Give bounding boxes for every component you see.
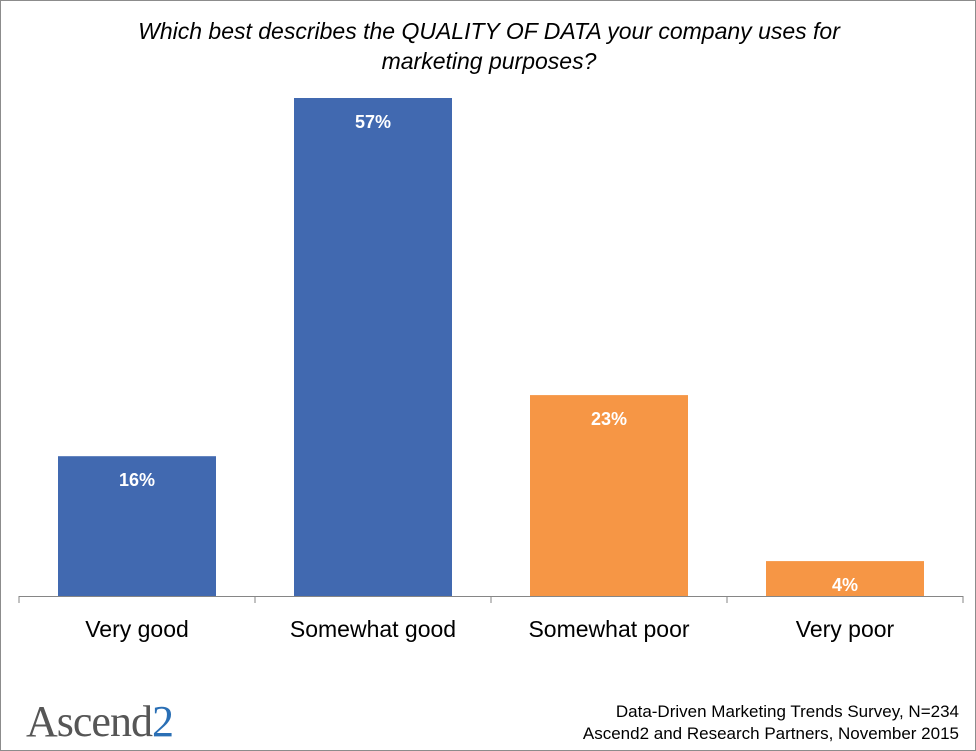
x-axis <box>18 596 964 603</box>
value-label-very-poor: 4% <box>832 575 858 595</box>
bars-layer <box>58 98 924 596</box>
chart-title: Which best describes the QUALITY OF DATA… <box>81 16 897 76</box>
chart-title-line-2: marketing purposes? <box>381 48 597 74</box>
value-label-somewhat-poor: 23% <box>591 409 627 429</box>
bar-very-good <box>58 456 216 596</box>
ascend2-logo: Ascend2 <box>26 697 174 747</box>
logo-word: Ascend <box>26 697 153 746</box>
category-label-very-good: Very good <box>85 616 189 642</box>
category-label-very-poor: Very poor <box>796 616 895 642</box>
bar-somewhat-poor <box>530 395 688 596</box>
logo-number: 2 <box>151 697 174 746</box>
source-line-1: Data-Driven Marketing Trends Survey, N=2… <box>615 702 959 721</box>
bar-very-poor <box>766 561 924 596</box>
value-label-very-good: 16% <box>119 470 155 490</box>
source-line-2: Ascend2 and Research Partners, November … <box>582 724 959 743</box>
chart-title-line-1: Which best describes the QUALITY OF DATA… <box>138 18 840 44</box>
value-label-somewhat-good: 57% <box>355 112 391 132</box>
bar-somewhat-good <box>294 98 452 596</box>
labels-layer: 16% Very good 57% Somewhat good 23% Somewhat … <box>85 112 894 642</box>
category-label-somewhat-poor: Somewhat poor <box>528 616 689 642</box>
bar-chart: 16% Very good 57% Somewhat good 23% Somewhat … <box>18 98 964 642</box>
category-label-somewhat-good: Somewhat good <box>290 616 456 642</box>
source-note: Data-Driven Marketing Trends Survey, N=2… <box>583 701 959 745</box>
